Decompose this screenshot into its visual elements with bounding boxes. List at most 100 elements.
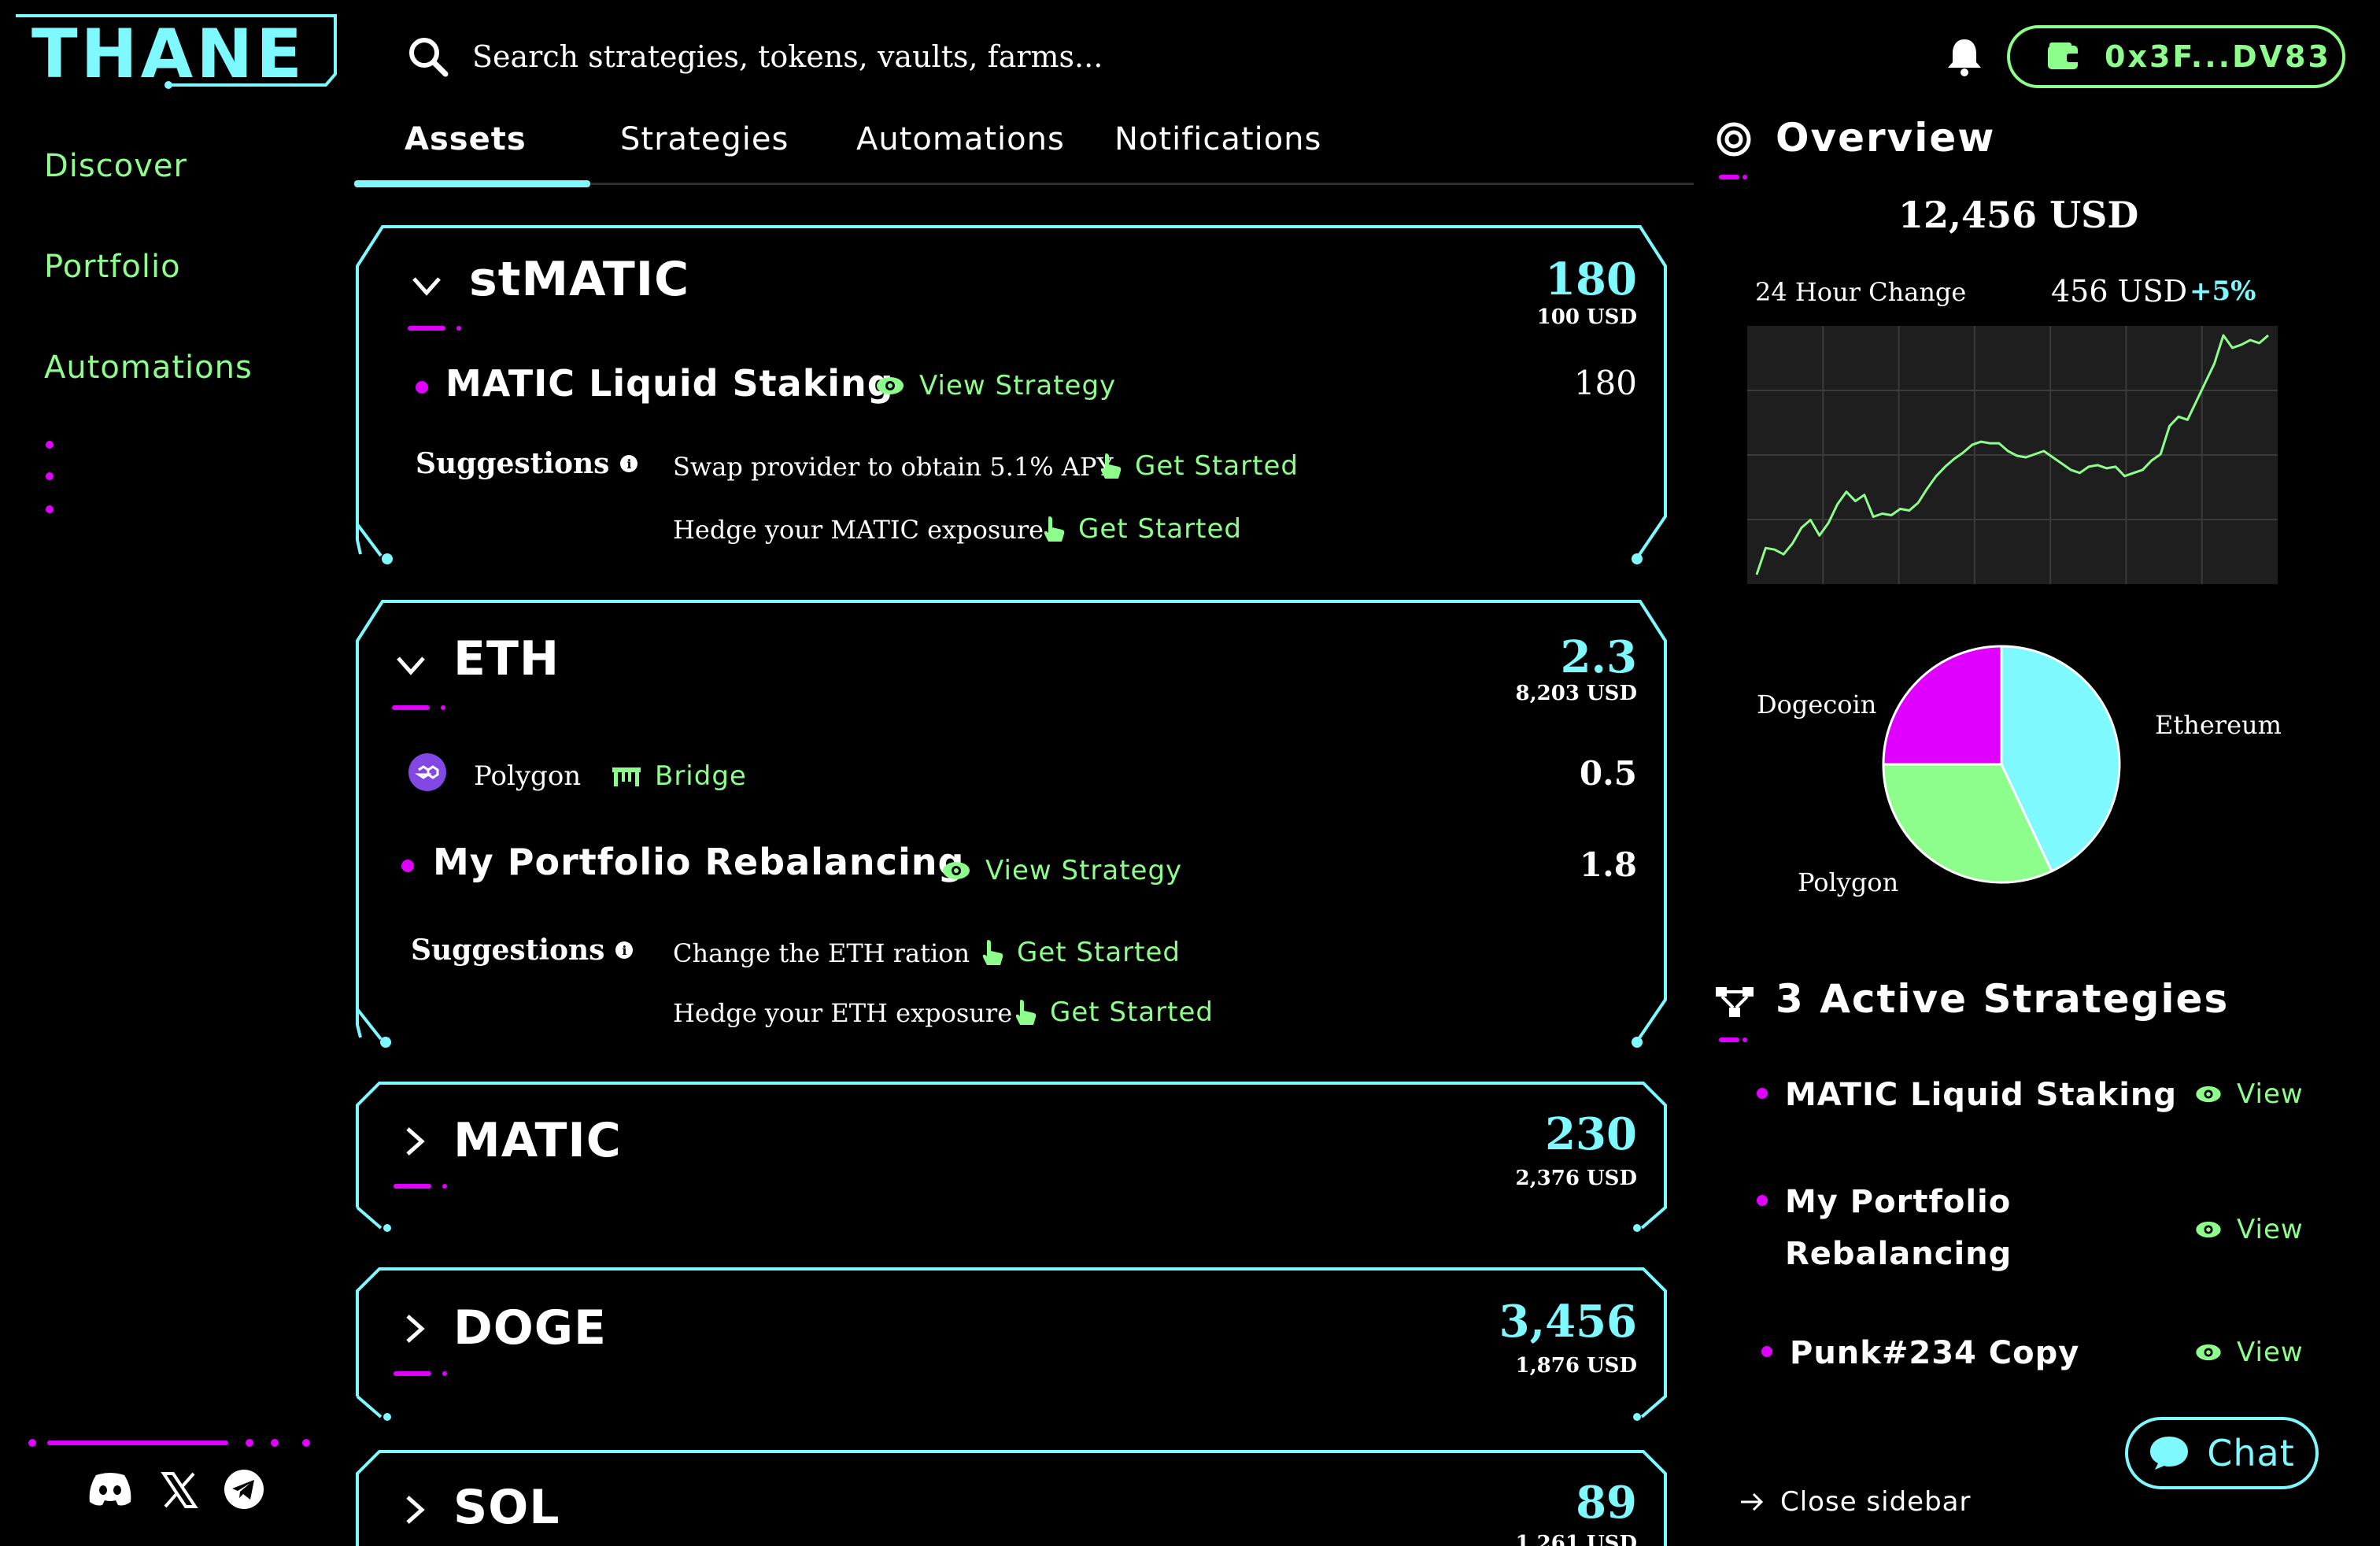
view-strategy-link[interactable]: View Strategy — [941, 855, 1182, 886]
change-label: 24 Hour Change — [1755, 277, 1967, 307]
bell-icon[interactable] — [1942, 35, 1986, 79]
pie-slice-ethereum — [2000, 645, 2121, 873]
view-link[interactable]: View — [2194, 1078, 2304, 1110]
sidebar-item-discover[interactable]: Discover — [44, 148, 187, 184]
suggestion-text: Change the ETH ration — [673, 938, 970, 968]
search-icon[interactable] — [406, 35, 450, 79]
asset-usd-value: 1,876 USD — [1515, 1354, 1637, 1378]
strategy-dot — [1757, 1195, 1768, 1206]
accent-bar — [408, 326, 445, 331]
asset-amount: 180 — [1545, 253, 1637, 305]
view-strategy-label: View Strategy — [985, 855, 1183, 886]
pie-slice-polygon — [1882, 763, 2053, 884]
view-label: View — [2237, 1214, 2304, 1245]
active-strategy-name[interactable]: My Portfolio Rebalancing — [1785, 1184, 2012, 1272]
chevron-right-icon[interactable] — [398, 1126, 430, 1157]
active-strategy-name[interactable]: Punk#234 Copy — [1790, 1335, 2080, 1371]
strategy-dot — [401, 860, 414, 872]
overview-total: 12,456 USD — [1898, 194, 2139, 236]
pointer-hand-icon — [1100, 453, 1122, 479]
suggestion-text: Swap provider to obtain 5.1% APY — [673, 452, 1114, 482]
tab-notifications[interactable]: Notifications — [1114, 121, 1322, 157]
get-started-label: Get Started — [1017, 937, 1181, 968]
asset-usd-value: 2,376 USD — [1515, 1167, 1637, 1190]
polygon-icon — [408, 753, 446, 791]
pie-label-polygon: Polygon — [1798, 867, 1899, 897]
view-strategy-link[interactable]: View Strategy — [875, 370, 1116, 401]
get-started-link[interactable]: Get Started — [1042, 513, 1242, 545]
sidebar-dot — [246, 1439, 253, 1447]
close-sidebar-button[interactable]: Close sidebar — [1739, 1486, 1971, 1518]
get-started-link[interactable]: Get Started — [1014, 997, 1214, 1028]
view-label: View — [2237, 1337, 2304, 1368]
chevron-right-icon[interactable] — [398, 1313, 430, 1344]
bridge-link[interactable]: Bridge — [611, 760, 747, 792]
sol-card-frame — [356, 1450, 1667, 1546]
sidebar-dot — [271, 1439, 279, 1447]
wallet-button[interactable]: 0x3F...DV83 — [2007, 25, 2345, 88]
doge-card-frame — [356, 1267, 1667, 1421]
strategy-value: 180 — [1573, 364, 1637, 402]
get-started-link[interactable]: Get Started — [981, 937, 1181, 968]
get-started-label: Get Started — [1135, 450, 1299, 482]
telegram-icon[interactable] — [224, 1469, 264, 1510]
asset-symbol[interactable]: DOGE — [453, 1300, 608, 1356]
search-input[interactable] — [472, 31, 1417, 82]
asset-symbol[interactable]: MATIC — [453, 1113, 622, 1168]
change-value: 456 USD — [2051, 274, 2188, 309]
sidebar-dot — [28, 1439, 36, 1447]
accent-dot — [1743, 175, 1747, 179]
x-icon[interactable] — [161, 1472, 198, 1508]
network-value: 0.5 — [1579, 754, 1637, 793]
chat-label: Chat — [2207, 1432, 2295, 1474]
sidebar-item-automations[interactable]: Automations — [44, 350, 253, 386]
sidebar-divider — [47, 1441, 228, 1445]
suggestions-label: Suggestions i — [416, 447, 638, 480]
pie-slice-dogecoin — [1882, 645, 2003, 766]
chevron-right-icon[interactable] — [398, 1494, 430, 1526]
accent-dot — [441, 705, 445, 710]
pie-label-dogecoin: Dogecoin — [1757, 690, 1877, 719]
accent-dot — [456, 326, 461, 331]
eye-icon — [943, 862, 970, 879]
portfolio-line-series — [1755, 334, 2269, 575]
bridge-label: Bridge — [655, 760, 747, 792]
view-link[interactable]: View — [2194, 1337, 2304, 1368]
target-icon — [1717, 122, 1751, 157]
asset-symbol[interactable]: stMATIC — [469, 252, 690, 307]
accent-bar — [1719, 1037, 1739, 1042]
info-icon[interactable]: i — [620, 455, 638, 472]
asset-amount: 2.3 — [1560, 631, 1637, 683]
asset-amount: 230 — [1545, 1108, 1637, 1160]
accent-bar — [1719, 175, 1739, 179]
portfolio-line-chart[interactable] — [1747, 326, 2278, 584]
stmatic-card-frame — [356, 225, 1667, 564]
sidebar-item-portfolio[interactable]: Portfolio — [44, 249, 181, 285]
suggestion-text: Hedge your MATIC exposure — [673, 515, 1044, 545]
eye-icon — [877, 377, 904, 394]
get-started-link[interactable]: Get Started — [1099, 450, 1299, 482]
info-icon[interactable]: i — [615, 941, 634, 959]
strategy-name[interactable]: My Portfolio Rebalancing — [433, 841, 965, 883]
chevron-down-icon[interactable] — [411, 271, 442, 302]
tab-assets[interactable]: Assets — [405, 121, 527, 157]
chat-button[interactable]: Chat — [2125, 1417, 2319, 1489]
strategy-dot — [1761, 1346, 1772, 1357]
chevron-down-icon[interactable] — [395, 650, 427, 682]
strategy-name[interactable]: MATIC Liquid Staking — [445, 362, 894, 405]
tab-strategies[interactable]: Strategies — [620, 121, 789, 157]
thane-logo[interactable]: THANE — [11, 11, 342, 98]
eye-icon — [2196, 1086, 2221, 1103]
view-link[interactable]: View — [2194, 1214, 2304, 1245]
strategy-value: 1.8 — [1579, 845, 1637, 884]
asset-symbol[interactable]: SOL — [453, 1480, 560, 1535]
arrow-right-icon — [1741, 1492, 1764, 1511]
active-strategies-title: 3 Active Strategies — [1776, 976, 2230, 1022]
asset-symbol[interactable]: ETH — [453, 631, 560, 686]
discord-icon[interactable] — [87, 1469, 134, 1508]
tabs-divider — [354, 183, 1694, 185]
allocation-pie-chart[interactable] — [1879, 642, 2123, 886]
active-strategy-name[interactable]: MATIC Liquid Staking — [1785, 1077, 2178, 1113]
suggestions-label-text: Suggestions — [411, 934, 605, 967]
tab-automations[interactable]: Automations — [856, 121, 1065, 157]
